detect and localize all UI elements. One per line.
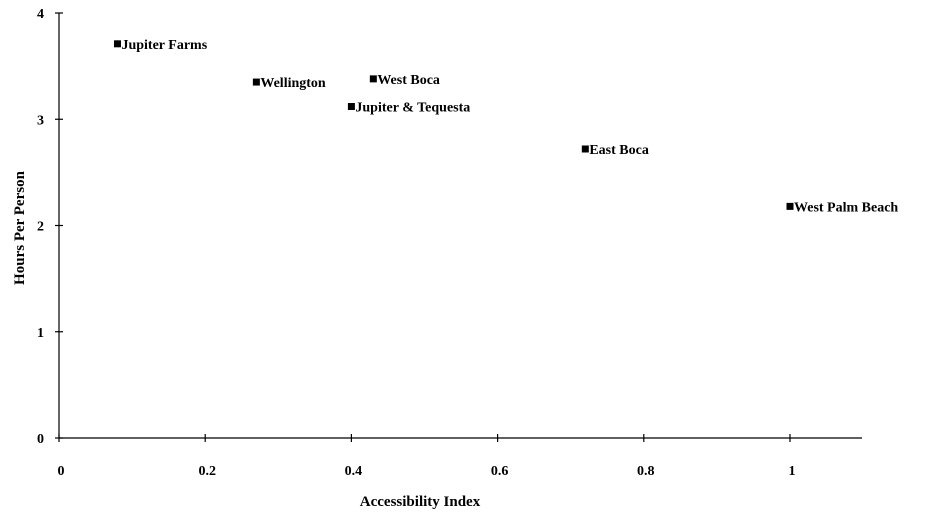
y-tick-label: 3 — [37, 113, 44, 128]
x-tick-label: 0.8 — [637, 464, 655, 479]
data-point-label: West Palm Beach — [794, 200, 898, 215]
y-tick-label: 1 — [37, 326, 44, 341]
data-points: Jupiter Farms Wellington West Boca Jupiter … — [113, 38, 898, 215]
data-point-marker — [347, 103, 355, 110]
data-point-marker — [581, 145, 589, 153]
data-point-marker — [252, 78, 260, 86]
data-point-label: Jupiter Farms — [121, 38, 207, 53]
data-point-label: Jupiter & Tequesta — [355, 101, 470, 116]
data-point-marker — [113, 40, 121, 48]
x-tick-label: 0.2 — [198, 464, 216, 479]
x-tick-label: 0 — [58, 464, 65, 479]
x-tick-label: 1 — [789, 464, 796, 479]
y-tick-label: 4 — [37, 7, 44, 22]
x-tick-label: 0.4 — [345, 464, 363, 479]
y-tick-label: 0 — [37, 432, 44, 447]
data-point-label: West Boca — [377, 73, 440, 88]
data-point-marker — [786, 202, 794, 210]
axis-ticks: 0 0.2 0.4 0.6 0.8 1 0 1 2 3 4 — [37, 7, 796, 479]
axes — [58, 13, 862, 439]
data-point-label: East Boca — [589, 143, 649, 158]
data-point-marker — [369, 75, 377, 83]
data-point-label: Wellington — [260, 76, 326, 91]
y-axis-title: Hours Per Person — [12, 170, 28, 285]
x-axis-title: Accessibility Index — [360, 494, 481, 510]
y-tick-label: 2 — [37, 220, 44, 235]
x-tick-label: 0.6 — [491, 464, 509, 479]
